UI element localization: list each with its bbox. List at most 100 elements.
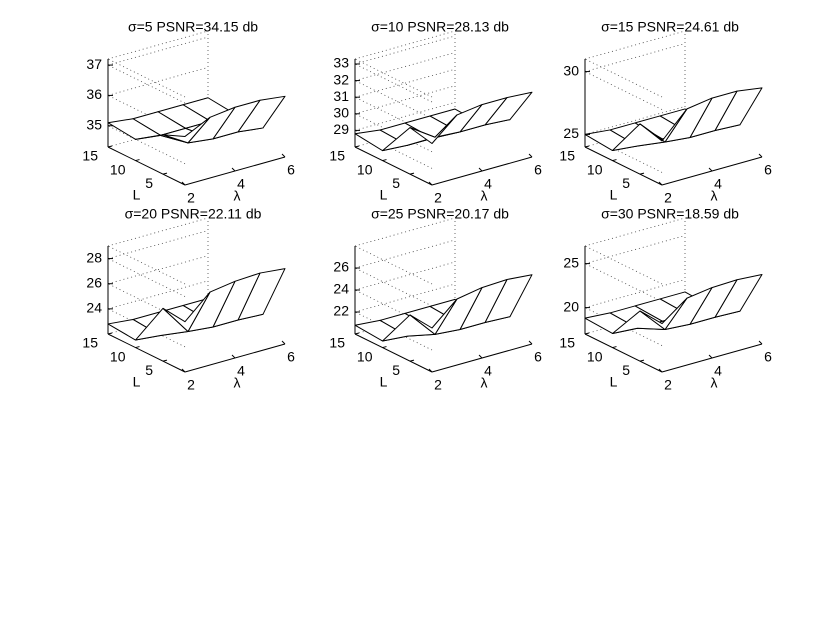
y-tick-label: 15 [82,335,98,351]
y-tick [639,359,645,362]
z-tick-label: 24 [333,281,349,297]
y-tick-label: 10 [587,348,603,364]
grid-line [354,68,456,98]
x-tick-label: 6 [287,162,295,178]
y-tick-label: 5 [622,362,630,378]
x-axis-label: λ [234,188,241,204]
surface-patch [639,108,688,143]
y-tick [107,332,113,335]
y-axis-label: L [610,187,618,203]
grid-line [354,30,456,60]
grid-line [584,58,663,98]
x-tick-label: 6 [287,349,295,365]
x-tick-label: 4 [714,363,722,379]
y-tick-label: 15 [329,148,345,164]
x-tick-label: 4 [237,176,245,192]
subplot-title: σ=15 PSNR=24.61 db [601,19,739,35]
grid-line [354,58,433,98]
surface-patch [409,298,458,335]
z-tick-label: 26 [86,274,102,290]
grid-line [354,85,456,115]
subplot-title: σ=5 PSNR=34.15 db [128,19,258,35]
z-tick-label: 30 [333,104,349,120]
x-tick [658,181,663,186]
surface-patch [162,291,211,333]
y-tick-label: 15 [329,335,345,351]
x-tick [231,167,236,172]
x-tick [658,368,663,373]
y-tick-label: 5 [392,175,400,191]
surface-patch [409,114,458,144]
x-tick [708,354,713,359]
grid-line [107,36,209,66]
grid-line [354,239,456,269]
x-tick-label: 6 [534,349,542,365]
y-tick [409,359,415,362]
z-tick-label: 30 [563,62,579,78]
grid-line [354,35,456,65]
y-tick [107,145,113,148]
y-tick [162,172,168,175]
y-axis [354,146,433,186]
y-axis [107,333,186,373]
x-tick [181,368,186,373]
y-axis [584,333,663,373]
y-tick-label: 5 [145,362,153,378]
x-tick [428,368,433,373]
grid-line [107,58,186,98]
z-tick-label: 25 [563,125,579,141]
y-tick-label: 10 [110,161,126,177]
x-tick [528,153,533,158]
y-axis-label: L [380,187,388,203]
x-tick-label: 6 [764,162,772,178]
z-tick-label: 31 [333,88,349,104]
grid-line [354,261,456,291]
subplot-title: σ=25 PSNR=20.17 db [371,206,509,222]
x-tick-label: 4 [714,176,722,192]
x-tick [181,181,186,186]
z-tick-label: 24 [86,300,102,316]
grid-line [354,267,433,307]
x-tick-label: 2 [187,190,195,206]
x-tick-label: 6 [534,162,542,178]
y-tick-label: 15 [82,148,98,164]
y-axis-label: L [133,187,141,203]
grid-line [354,245,433,285]
y-tick-label: 15 [559,335,575,351]
x-tick-label: 4 [237,363,245,379]
x-tick-label: 2 [434,377,442,393]
grid-line [584,30,686,60]
x-axis-label: λ [711,375,718,391]
surface-patch [162,116,211,144]
y-tick [135,346,140,349]
x-tick [708,167,713,172]
y-axis-label: L [133,374,141,390]
grid-line [354,217,456,247]
y-tick [612,159,617,162]
y-tick [354,145,360,148]
x-tick-label: 2 [664,377,672,393]
grid-line [107,67,209,96]
x-tick [281,340,286,345]
z-tick-label: 37 [86,56,102,72]
y-axis [354,333,433,373]
grid-line [107,64,186,104]
y-tick [354,332,360,335]
x-axis-label: λ [234,375,241,391]
y-tick-label: 15 [559,148,575,164]
grid-line [584,217,686,247]
y-tick [612,346,617,349]
grid-line [107,258,186,297]
grid-line [584,71,663,110]
grid-line [584,235,686,264]
y-tick [135,159,140,162]
y-axis-label: L [610,374,618,390]
x-tick [478,354,483,359]
z-tick-label: 32 [333,71,349,87]
grid-line [107,255,209,285]
grid-line [107,217,209,247]
y-tick [162,359,168,362]
grid-line [107,230,209,259]
x-tick [231,354,236,359]
